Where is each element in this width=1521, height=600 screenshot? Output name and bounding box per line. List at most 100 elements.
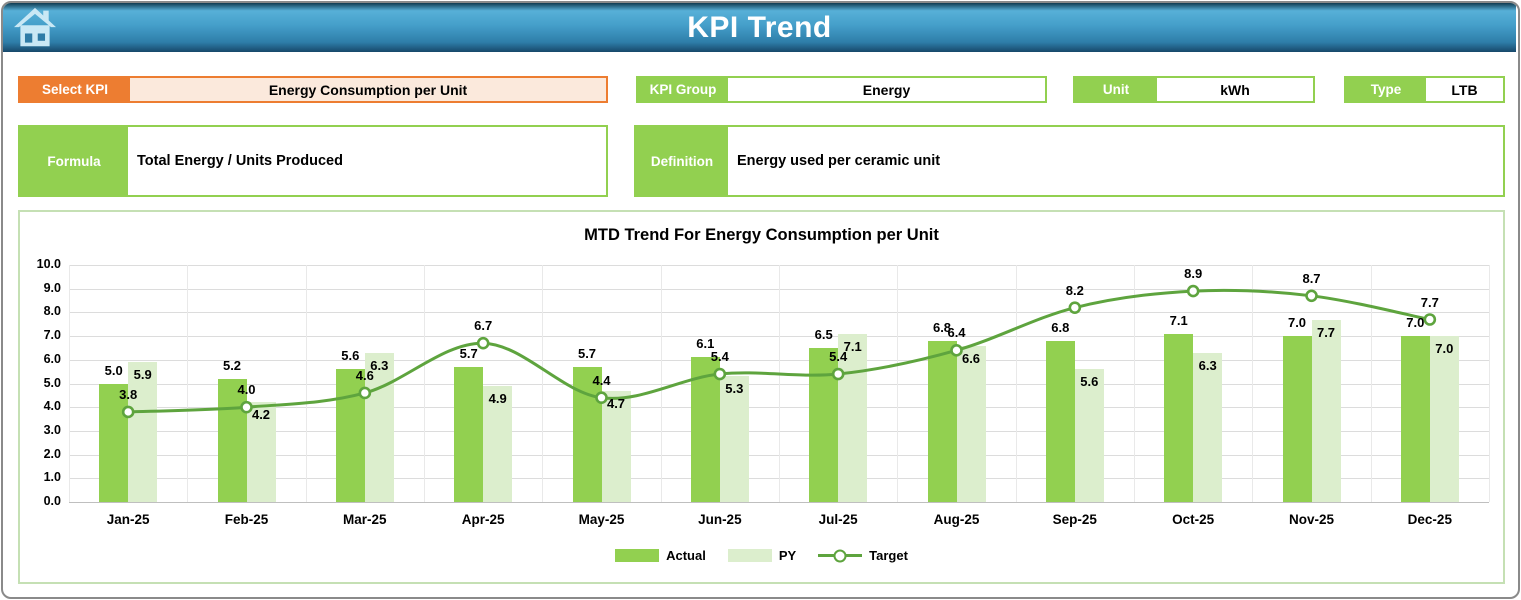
x-category-label: Feb-25 xyxy=(224,512,269,527)
gridline-vertical xyxy=(779,265,780,502)
y-tick-label: 3.0 xyxy=(43,422,61,437)
data-label-actual: 5.7 xyxy=(577,345,597,361)
kpi-group-label: KPI Group xyxy=(638,78,728,101)
select-kpi-label: Select KPI xyxy=(20,78,130,101)
type-field: Type LTB xyxy=(1344,76,1505,103)
page-title: KPI Trend xyxy=(687,11,832,44)
unit-label: Unit xyxy=(1075,78,1157,101)
y-tick-label: 2.0 xyxy=(43,446,61,461)
y-tick-label: 4.0 xyxy=(43,399,61,414)
data-label-actual: 5.0 xyxy=(104,362,123,378)
data-label-actual: 7.0 xyxy=(1406,315,1425,331)
data-label-py: 5.3 xyxy=(725,381,744,397)
chart-legend: Actual PY Target xyxy=(20,548,1503,563)
data-label-actual: 7.0 xyxy=(1287,315,1307,331)
formula-label: Formula xyxy=(20,127,128,195)
definition-field: Definition Energy used per ceramic unit xyxy=(634,125,1505,197)
y-tick-label: 10.0 xyxy=(36,257,61,271)
legend-marker xyxy=(833,549,847,562)
y-tick-label: 7.0 xyxy=(43,328,61,343)
bar-actual xyxy=(217,378,247,502)
data-label-target: 4.4 xyxy=(592,372,611,388)
data-label-py: 5.9 xyxy=(133,367,152,383)
data-label-target: 7.7 xyxy=(1420,294,1439,310)
x-category-label: Apr-25 xyxy=(461,512,505,527)
y-tick-label: 6.0 xyxy=(43,351,61,366)
data-label-target: 6.7 xyxy=(474,318,493,334)
data-label-py: 6.6 xyxy=(961,350,981,366)
y-tick-label: 0.0 xyxy=(43,494,61,508)
data-label-actual: 5.6 xyxy=(341,348,360,364)
data-label-actual: 6.8 xyxy=(932,319,952,335)
data-label-target: 3.8 xyxy=(119,386,138,402)
unit-field: Unit kWh xyxy=(1073,76,1315,103)
data-label-target: 8.9 xyxy=(1184,266,1203,282)
bar-py xyxy=(1074,369,1104,502)
legend-line-swatch xyxy=(818,549,863,562)
data-label-py: 7.7 xyxy=(1316,324,1336,340)
data-label-py: 6.3 xyxy=(370,357,389,373)
bar-py xyxy=(601,390,631,502)
target-point xyxy=(595,391,608,405)
type-value: LTB xyxy=(1426,78,1503,101)
target-point xyxy=(1186,284,1200,298)
gridline-vertical xyxy=(660,265,662,502)
select-kpi-field: Select KPI Energy Consumption per Unit xyxy=(18,76,608,103)
data-label-py: 4.2 xyxy=(251,407,271,423)
target-point xyxy=(713,367,727,381)
bar-py xyxy=(719,376,749,502)
legend-item-target: Target xyxy=(818,548,908,563)
gridline-vertical xyxy=(1134,265,1135,502)
bar-py xyxy=(128,362,158,502)
data-label-py: 6.3 xyxy=(1198,357,1217,373)
target-point xyxy=(240,400,253,414)
x-category-label: Sep-25 xyxy=(1052,512,1097,527)
data-label-actual: 7.1 xyxy=(1169,312,1188,328)
target-line xyxy=(128,288,1431,414)
data-label-actual: 5.7 xyxy=(459,345,478,361)
gridline-horizontal xyxy=(69,502,1489,503)
data-label-py: 4.9 xyxy=(488,390,507,406)
data-label-target: 4.0 xyxy=(237,382,256,398)
x-category-label: May-25 xyxy=(578,512,625,527)
legend-label: Target xyxy=(869,548,908,563)
chart-title: MTD Trend For Energy Consumption per Uni… xyxy=(584,226,939,244)
bar-py xyxy=(364,352,394,502)
header-bar: KPI Trend xyxy=(3,3,1516,52)
bar-actual xyxy=(99,383,129,502)
bar-py xyxy=(483,385,513,502)
data-label-target: 5.4 xyxy=(710,349,729,365)
bar-py xyxy=(1311,319,1341,502)
gridline-vertical xyxy=(1489,265,1490,502)
target-point xyxy=(950,344,963,357)
target-line-layer xyxy=(121,284,1437,419)
gridline-vertical xyxy=(187,265,189,502)
y-tick-label: 1.0 xyxy=(43,470,61,485)
legend-swatch xyxy=(727,549,772,562)
legend-swatch xyxy=(615,549,660,562)
definition-value: Energy used per ceramic unit xyxy=(728,127,1503,195)
target-point xyxy=(831,367,845,381)
formula-value: Total Energy / Units Produced xyxy=(128,127,606,195)
data-label-target: 8.7 xyxy=(1302,270,1321,286)
target-point xyxy=(1423,313,1437,326)
target-point xyxy=(121,405,135,419)
target-point xyxy=(1305,289,1318,303)
data-label-actual: 6.1 xyxy=(696,336,715,352)
data-label-target: 4.6 xyxy=(355,367,374,383)
bar-actual xyxy=(1400,336,1430,502)
select-kpi-value[interactable]: Energy Consumption per Unit xyxy=(130,78,606,101)
bar-py xyxy=(246,402,276,502)
bar-actual xyxy=(454,366,484,502)
target-point xyxy=(358,386,372,400)
home-icon[interactable] xyxy=(13,7,57,49)
unit-value: kWh xyxy=(1157,78,1313,101)
x-category-label: Jul-25 xyxy=(818,512,858,527)
bar-actual xyxy=(927,340,957,502)
data-label-target: 5.4 xyxy=(829,349,848,365)
x-category-label: Dec-25 xyxy=(1407,512,1452,527)
legend-item-actual: Actual xyxy=(615,548,706,563)
formula-field: Formula Total Energy / Units Produced xyxy=(18,125,608,197)
data-label-target: 8.2 xyxy=(1065,282,1084,298)
chart-panel: MTD Trend For Energy Consumption per Uni… xyxy=(18,210,1505,584)
